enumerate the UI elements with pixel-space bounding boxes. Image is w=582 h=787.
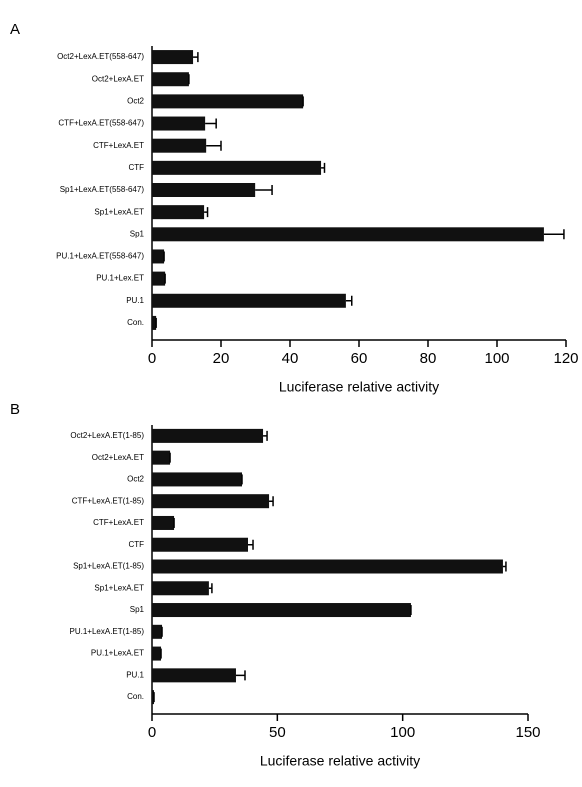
bar <box>152 559 503 574</box>
category-label: Oct2+LexA.ET(558-647) <box>57 52 144 61</box>
category-label: CTF+LexA.ET(1-85) <box>72 496 145 505</box>
bar <box>152 50 194 65</box>
x-tick-label: 100 <box>484 350 509 367</box>
x-tick-label: 100 <box>390 724 415 741</box>
error-bar <box>269 496 274 507</box>
bar <box>152 271 166 286</box>
bar <box>152 205 205 220</box>
category-label: Oct2 <box>127 475 144 484</box>
category-label: Sp1 <box>130 229 145 238</box>
bar <box>152 183 256 197</box>
error-bar <box>205 118 217 129</box>
category-label: PU.1 <box>126 296 144 305</box>
error-bar <box>263 430 268 441</box>
category-label: CTF <box>128 163 144 172</box>
error-bar <box>543 229 565 240</box>
category-label: PU.1 <box>126 670 144 679</box>
bar <box>152 249 165 264</box>
x-axis-label: Luciferase relative activity <box>279 379 439 395</box>
bar <box>152 94 304 109</box>
category-label: PU.1+LexA.ET(1-85) <box>70 627 145 636</box>
bar <box>152 160 322 175</box>
category-label: PU.1+Lex.ET <box>96 274 144 283</box>
bar <box>152 472 242 487</box>
bar <box>152 116 206 131</box>
category-label: PU.1+LexA.ET(558-647) <box>56 252 144 261</box>
panel-label: A <box>10 21 20 38</box>
category-label: Oct2+LexA.ET(1-85) <box>70 431 144 440</box>
error-bar <box>208 583 213 594</box>
bar <box>152 624 163 639</box>
bar <box>152 646 162 661</box>
category-label: Sp1+LexA.ET <box>94 207 144 216</box>
error-bar <box>345 295 353 306</box>
panel-label: B <box>10 401 20 418</box>
category-label: Oct2+LexA.ET <box>92 453 144 462</box>
bar <box>152 428 264 443</box>
error-bar <box>204 207 209 218</box>
error-bar <box>255 185 273 195</box>
bar <box>152 515 175 530</box>
category-label: Oct2 <box>127 96 144 105</box>
x-axis-label: Luciferase relative activity <box>260 753 420 769</box>
category-label: CTF+LexA.ET <box>93 141 144 150</box>
bar <box>152 494 270 509</box>
bar <box>152 450 171 465</box>
x-tick-label: 0 <box>148 350 156 367</box>
bar <box>152 227 544 242</box>
bar <box>152 138 207 153</box>
category-label: CTF <box>128 540 144 549</box>
category-label: CTF+LexA.ET(558-647) <box>58 119 144 128</box>
bar <box>152 603 411 618</box>
x-tick-label: 20 <box>213 350 230 367</box>
error-bar <box>193 52 199 63</box>
category-label: Sp1+LexA.ET <box>94 583 144 592</box>
category-label: Oct2+LexA.ET <box>92 74 144 83</box>
x-tick-label: 60 <box>351 350 368 367</box>
category-label: PU.1+LexA.ET <box>91 649 144 658</box>
category-label: Sp1+LexA.ET(558-647) <box>60 185 145 194</box>
bar <box>152 581 209 596</box>
error-bar <box>206 140 222 151</box>
bar <box>152 315 157 330</box>
bar <box>152 293 346 308</box>
bar <box>152 72 189 87</box>
category-label: Sp1+LexA.ET(1-85) <box>73 562 144 571</box>
category-label: CTF+LexA.ET <box>93 518 144 527</box>
x-tick-label: 40 <box>282 350 299 367</box>
bar <box>152 537 249 552</box>
x-tick-label: 0 <box>148 724 156 741</box>
error-bar <box>235 670 246 681</box>
error-bar <box>248 539 254 550</box>
error-bar <box>502 561 507 572</box>
error-bar <box>321 162 326 173</box>
x-tick-label: 150 <box>515 724 540 741</box>
category-label: Con. <box>127 318 144 327</box>
category-label: Sp1 <box>130 605 145 614</box>
x-tick-label: 120 <box>553 350 578 367</box>
x-tick-label: 50 <box>269 724 286 741</box>
x-tick-label: 80 <box>420 350 437 367</box>
category-label: Con. <box>127 692 144 701</box>
bar <box>152 690 155 705</box>
bar <box>152 668 236 683</box>
